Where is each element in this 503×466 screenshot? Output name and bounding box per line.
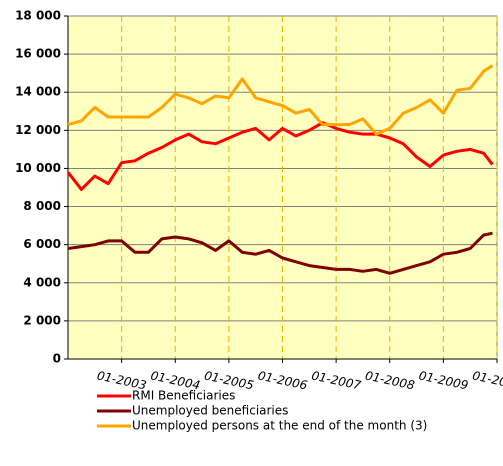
y-tick-label: 2 000: [23, 313, 61, 327]
series-line: [67, 231, 493, 275]
legend-label: RMI Beneficiaries: [132, 389, 235, 403]
series-line: [66, 121, 494, 191]
x-tick-label: 01-2006: [257, 368, 309, 392]
x-tick-label: 01-2009: [418, 368, 470, 392]
y-tick-label: 8 000: [23, 199, 61, 213]
y-tick-label: 14 000: [15, 85, 61, 99]
legend-label: Unemployed beneficiaries: [132, 404, 288, 418]
series-line: [67, 64, 494, 136]
x-tick-label: 01-2007: [310, 368, 362, 392]
y-tick-label: 0: [53, 352, 61, 366]
y-tick-label: 4 000: [23, 275, 61, 289]
y-tick-label: 18 000: [15, 9, 61, 23]
x-tick-label: 01-2010: [471, 368, 503, 392]
y-tick-label: 16 000: [15, 47, 61, 61]
y-tick-label: 6 000: [23, 237, 61, 251]
x-tick-label: 01-2008: [364, 368, 416, 392]
y-tick-label: 12 000: [15, 123, 61, 137]
y-tick-label: 10 000: [15, 161, 61, 175]
legend-label: Unemployed persons at the end of the mon…: [132, 419, 427, 433]
